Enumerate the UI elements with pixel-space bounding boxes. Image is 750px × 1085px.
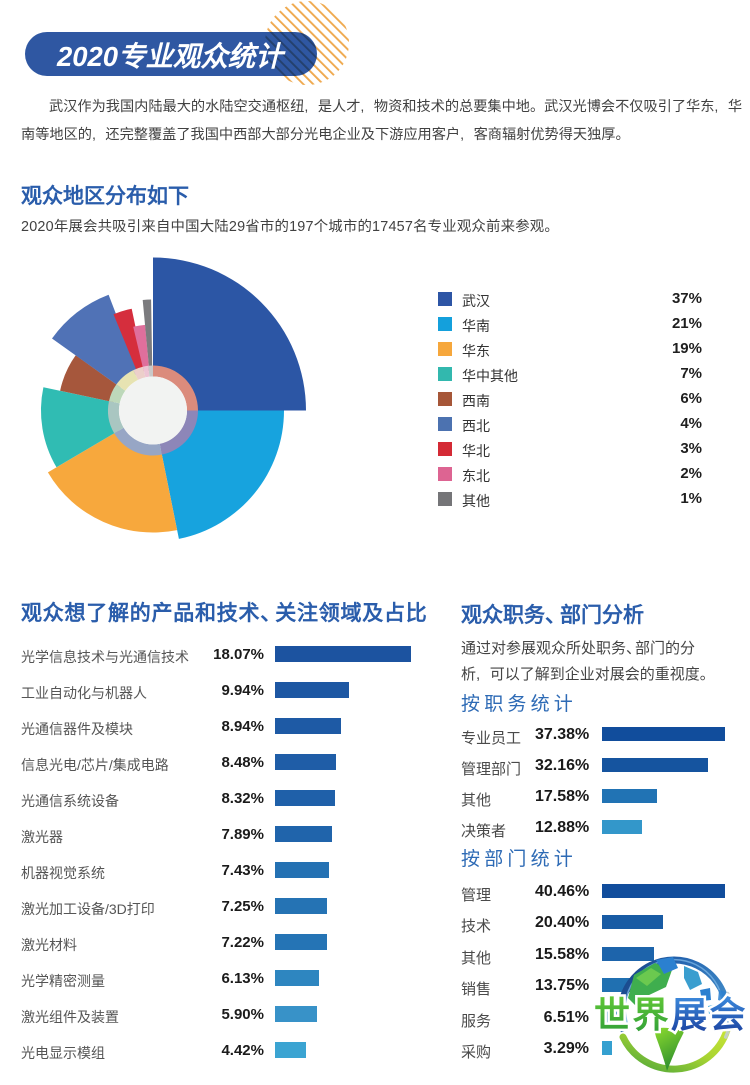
svg-text:2020专业观众统计: 2020专业观众统计 (56, 41, 286, 72)
svg-text:世界展会: 世界展会 (594, 994, 748, 1035)
